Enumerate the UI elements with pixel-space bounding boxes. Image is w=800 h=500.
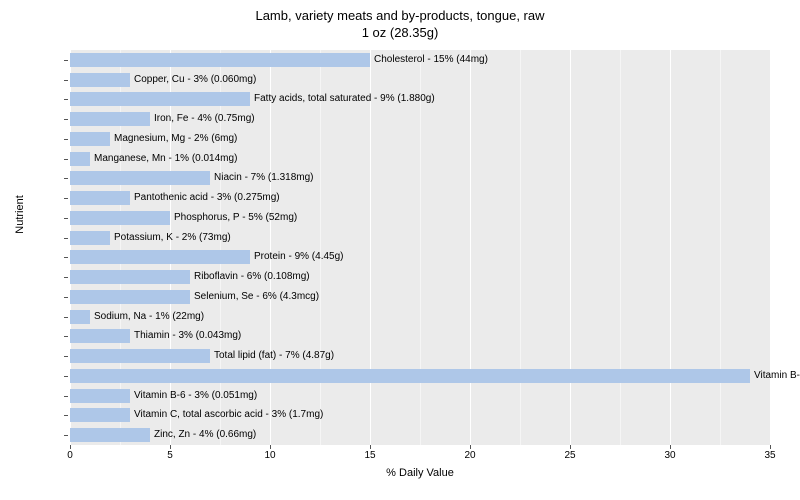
minor-gridline xyxy=(720,50,721,445)
nutrient-bar-label: Sodium, Na - 1% (22mg) xyxy=(94,310,204,324)
nutrient-bar xyxy=(70,171,210,185)
y-tick-mark xyxy=(64,198,68,199)
y-tick-mark xyxy=(64,60,68,61)
nutrient-bar-label: Zinc, Zn - 4% (0.66mg) xyxy=(154,428,256,442)
y-tick-mark xyxy=(64,396,68,397)
x-tick-mark xyxy=(70,445,71,449)
y-tick-mark xyxy=(64,139,68,140)
nutrient-bar-label: Total lipid (fat) - 7% (4.87g) xyxy=(214,349,334,363)
nutrient-bar xyxy=(70,369,750,383)
y-tick-mark xyxy=(64,435,68,436)
nutrient-bar-label: Vitamin C, total ascorbic acid - 3% (1.7… xyxy=(134,408,323,422)
y-tick-mark xyxy=(64,218,68,219)
y-axis-title: Nutrient xyxy=(14,195,26,234)
gridline xyxy=(370,50,371,445)
nutrient-bar xyxy=(70,92,250,106)
x-tick-mark xyxy=(170,445,171,449)
y-tick-mark xyxy=(64,376,68,377)
y-tick-mark xyxy=(64,317,68,318)
minor-gridline xyxy=(220,50,221,445)
gridline xyxy=(570,50,571,445)
nutrient-bar-label: Magnesium, Mg - 2% (6mg) xyxy=(114,132,237,146)
y-tick-mark xyxy=(64,297,68,298)
nutrient-bar xyxy=(70,191,130,205)
x-tick-label: 10 xyxy=(264,450,275,461)
gridline xyxy=(770,50,771,445)
nutrient-bar-label: Riboflavin - 6% (0.108mg) xyxy=(194,270,310,284)
nutrient-bar-label: Niacin - 7% (1.318mg) xyxy=(214,171,313,185)
y-tick-mark xyxy=(64,257,68,258)
minor-gridline xyxy=(320,50,321,445)
x-tick-mark xyxy=(770,445,771,449)
y-tick-mark xyxy=(64,336,68,337)
nutrient-bar xyxy=(70,250,250,264)
nutrient-bar-label: Manganese, Mn - 1% (0.014mg) xyxy=(94,152,237,166)
minor-gridline xyxy=(620,50,621,445)
nutrient-bar-label: Vitamin B-6 - 3% (0.051mg) xyxy=(134,389,257,403)
nutrient-bar-label: Iron, Fe - 4% (0.75mg) xyxy=(154,112,255,126)
x-tick-mark xyxy=(270,445,271,449)
x-tick-label: 35 xyxy=(764,450,775,461)
nutrient-bar-label: Selenium, Se - 6% (4.3mcg) xyxy=(194,290,319,304)
nutrient-bar xyxy=(70,389,130,403)
nutrient-bar xyxy=(70,112,150,126)
nutrient-bar xyxy=(70,329,130,343)
x-tick-mark xyxy=(470,445,471,449)
x-tick-label: 30 xyxy=(664,450,675,461)
y-tick-mark xyxy=(64,415,68,416)
minor-gridline xyxy=(120,50,121,445)
nutrient-bar-label: Copper, Cu - 3% (0.060mg) xyxy=(134,73,256,87)
nutrient-bar-label: Phosphorus, P - 5% (52mg) xyxy=(174,211,297,225)
minor-gridline xyxy=(420,50,421,445)
nutrient-bar xyxy=(70,53,370,67)
nutrient-bar xyxy=(70,211,170,225)
nutrient-bar xyxy=(70,73,130,87)
y-tick-mark xyxy=(64,238,68,239)
nutrient-bar xyxy=(70,428,150,442)
y-tick-mark xyxy=(64,159,68,160)
x-tick-label: 0 xyxy=(67,450,73,461)
nutrient-bar xyxy=(70,408,130,422)
y-tick-mark xyxy=(64,356,68,357)
nutrient-bar-label: Fatty acids, total saturated - 9% (1.880… xyxy=(254,92,435,106)
plot-area: Cholesterol - 15% (44mg) Copper, Cu - 3% … xyxy=(70,50,770,445)
x-tick-label: 5 xyxy=(167,450,173,461)
x-tick-label: 25 xyxy=(564,450,575,461)
y-tick-mark xyxy=(64,277,68,278)
x-tick-mark xyxy=(370,445,371,449)
y-tick-mark xyxy=(64,80,68,81)
gridline xyxy=(470,50,471,445)
x-axis: % Daily Value 05101520253035 xyxy=(70,445,770,475)
nutrient-bar-label: Potassium, K - 2% (73mg) xyxy=(114,231,231,245)
gridline xyxy=(170,50,171,445)
nutrient-bar-label: Protein - 9% (4.45g) xyxy=(254,250,344,264)
minor-gridline xyxy=(520,50,521,445)
y-tick-mark xyxy=(64,99,68,100)
nutrient-bar xyxy=(70,132,110,146)
y-tick-mark xyxy=(64,178,68,179)
nutrient-bar-label: Thiamin - 3% (0.043mg) xyxy=(134,329,241,343)
chart-title: Lamb, variety meats and by-products, ton… xyxy=(0,0,800,42)
x-tick-mark xyxy=(670,445,671,449)
x-tick-label: 15 xyxy=(364,450,375,461)
nutrient-bar xyxy=(70,310,90,324)
chart-container: Lamb, variety meats and by-products, ton… xyxy=(0,0,800,500)
x-axis-title: % Daily Value xyxy=(386,467,454,479)
nutrient-bar-label: Pantothenic acid - 3% (0.275mg) xyxy=(134,191,280,205)
nutrient-bar xyxy=(70,152,90,166)
title-line-2: 1 oz (28.35g) xyxy=(362,25,439,40)
gridline xyxy=(270,50,271,445)
title-line-1: Lamb, variety meats and by-products, ton… xyxy=(255,8,544,23)
nutrient-bar xyxy=(70,270,190,284)
nutrient-bar-label: Vitamin B-12 - 34% (2.04mcg) xyxy=(754,369,800,383)
nutrient-bar xyxy=(70,290,190,304)
y-tick-mark xyxy=(64,119,68,120)
nutrient-bar xyxy=(70,231,110,245)
x-tick-mark xyxy=(570,445,571,449)
gridline xyxy=(670,50,671,445)
nutrient-bar xyxy=(70,349,210,363)
nutrient-bar-label: Cholesterol - 15% (44mg) xyxy=(374,53,488,67)
x-tick-label: 20 xyxy=(464,450,475,461)
gridline xyxy=(70,50,71,445)
